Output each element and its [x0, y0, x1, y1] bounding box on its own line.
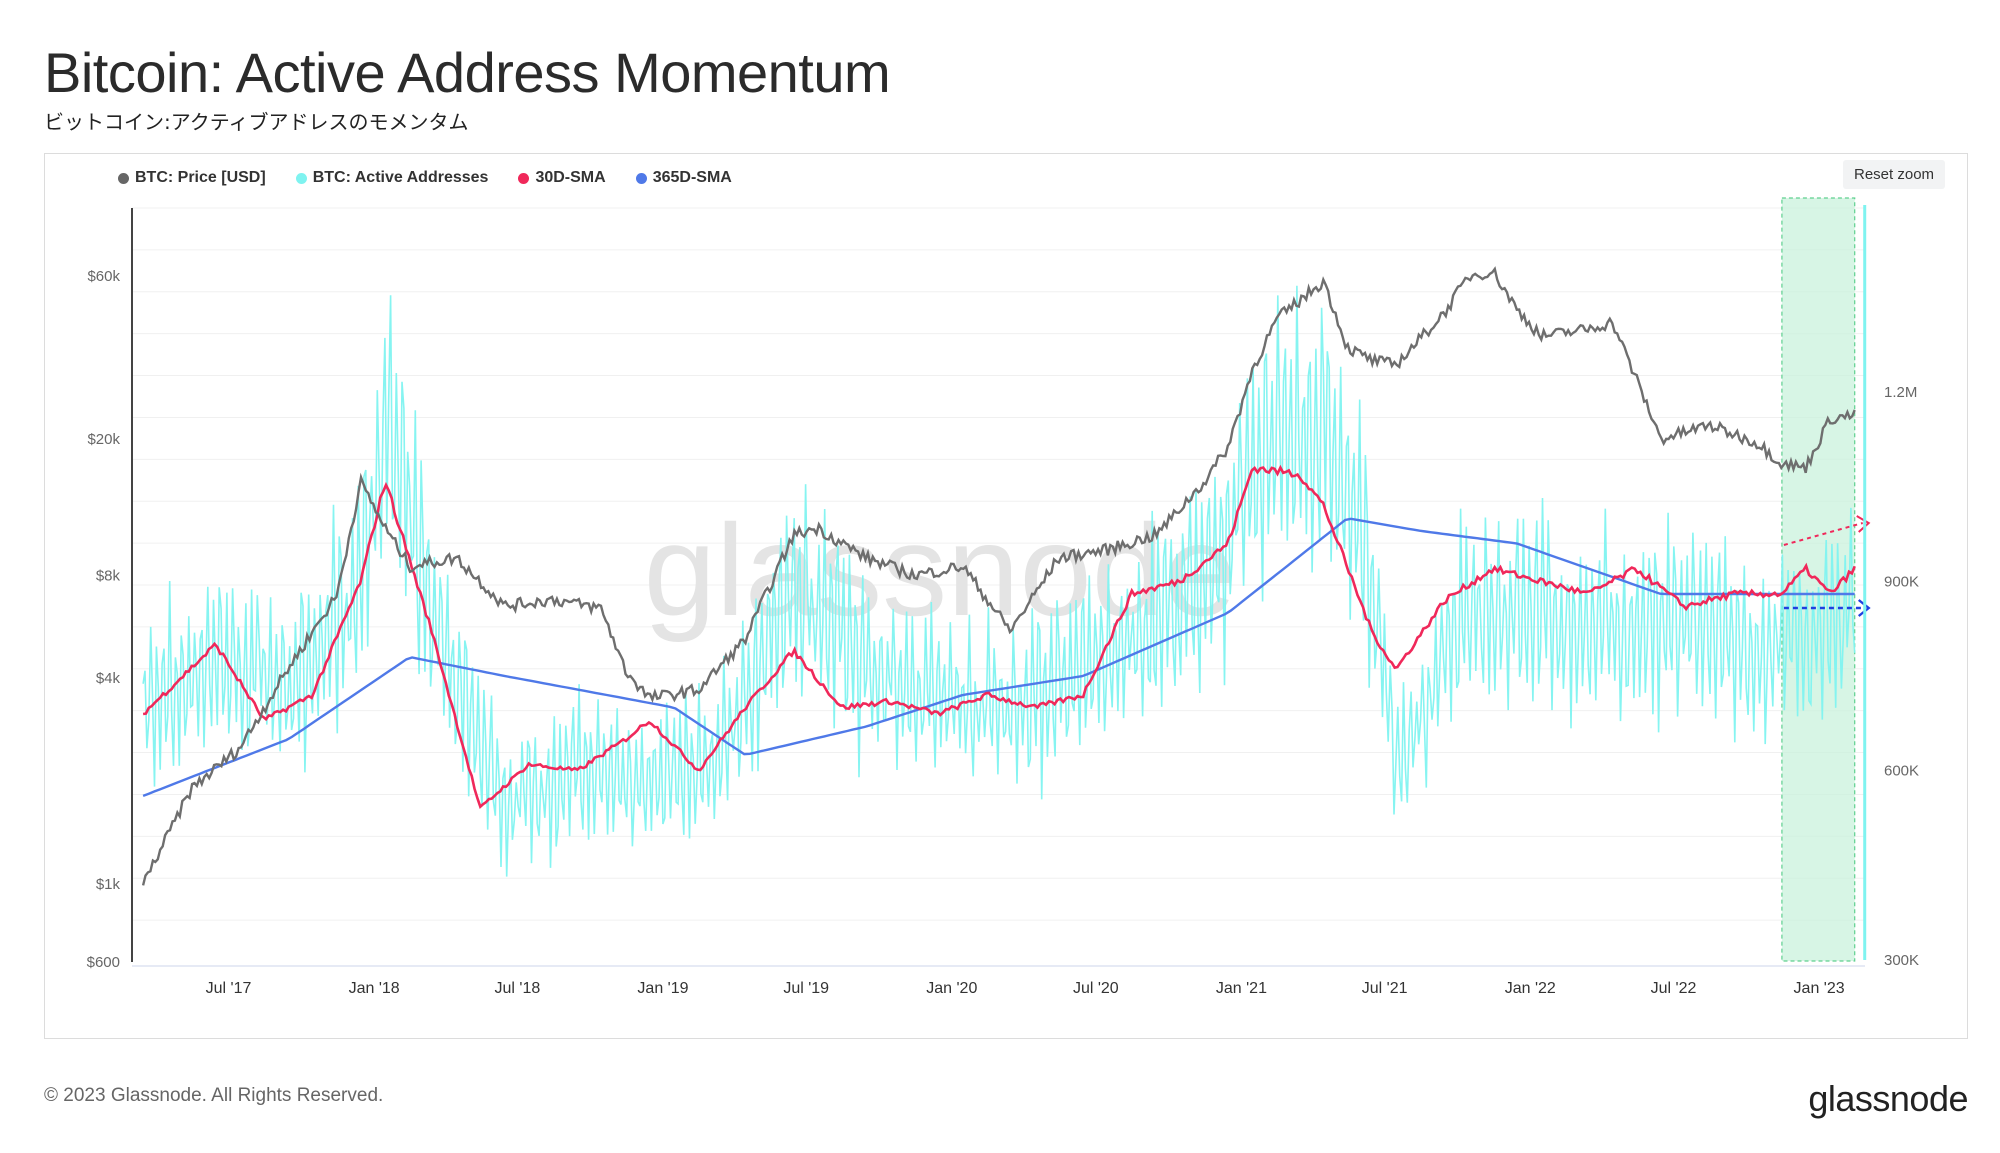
- momentum-arrowhead-30d: [1856, 515, 1871, 533]
- series-price: [141, 266, 1856, 886]
- chart-title: Bitcoin: Active Address Momentum: [44, 41, 891, 104]
- legend-dot-active-addresses: [295, 172, 307, 184]
- legend-item-30d-sma[interactable]: 30D-SMA: [518, 169, 606, 187]
- x-tick-label: Jul '17: [206, 980, 252, 997]
- y-left-tick-label: $8k: [96, 567, 121, 584]
- y-left-tick-label: $20k: [87, 431, 120, 448]
- legend-dot-30d-sma: [518, 172, 530, 184]
- series-active-addresses: [142, 285, 1856, 877]
- glassnode-logo: glassnode: [1808, 1078, 1968, 1119]
- copyright-footer: © 2023 Glassnode. All Rights Reserved.: [44, 1085, 384, 1106]
- y-left-tick-label: $1k: [96, 876, 121, 893]
- reset-zoom-button[interactable]: Reset zoom: [1843, 160, 1946, 189]
- chart-subtitle: ビットコイン:アクティブアドレスのモメンタム: [44, 110, 469, 134]
- legend-label-active-addresses: BTC: Active Addresses: [312, 169, 489, 186]
- x-tick-label: Jul '19: [783, 980, 829, 997]
- legend-label-365d-sma: 365D-SMA: [652, 169, 732, 186]
- legend-dot-365d-sma: [635, 172, 647, 184]
- x-tick-label: Jul '18: [494, 980, 540, 997]
- x-tick-label: Jul '21: [1362, 980, 1408, 997]
- momentum-arrow-30d: [1783, 522, 1863, 546]
- series-365d-sma: [142, 517, 1855, 798]
- y-left-tick-label: $60k: [87, 268, 120, 285]
- y-right-tick-label: 600K: [1884, 763, 1919, 780]
- momentum-arrowhead-365d: [1857, 599, 1871, 617]
- series-30d-sma: [142, 464, 1856, 809]
- x-tick-label: Jan '18: [349, 980, 400, 997]
- legend-item-365d-sma[interactable]: 365D-SMA: [635, 169, 732, 187]
- legend-item-active-addresses[interactable]: BTC: Active Addresses: [295, 169, 489, 187]
- y-left-tick-label: $600: [87, 954, 120, 971]
- legend-item-price[interactable]: BTC: Price [USD]: [118, 169, 266, 187]
- x-tick-label: Jan '20: [926, 980, 977, 997]
- y-right-tick-label: 1.2M: [1884, 384, 1917, 401]
- y-right-tick-label: 900K: [1884, 573, 1919, 590]
- legend: BTC: Price [USD] BTC: Active Addresses 3…: [118, 169, 732, 187]
- legend-dot-price: [118, 172, 129, 184]
- y-right-tick-label: 300K: [1884, 952, 1919, 969]
- x-tick-label: Jan '23: [1794, 980, 1845, 997]
- x-tick-label: Jan '19: [637, 980, 688, 997]
- y-left-tick-label: $4k: [96, 670, 121, 687]
- x-tick-label: Jan '22: [1505, 980, 1556, 997]
- legend-label-30d-sma: 30D-SMA: [535, 169, 606, 186]
- legend-label-price: BTC: Price [USD]: [135, 169, 266, 186]
- x-tick-label: Jul '20: [1073, 980, 1119, 997]
- x-tick-label: Jan '21: [1216, 980, 1267, 997]
- x-tick-label: Jul '22: [1651, 980, 1697, 997]
- chart-frame: [44, 153, 1968, 1039]
